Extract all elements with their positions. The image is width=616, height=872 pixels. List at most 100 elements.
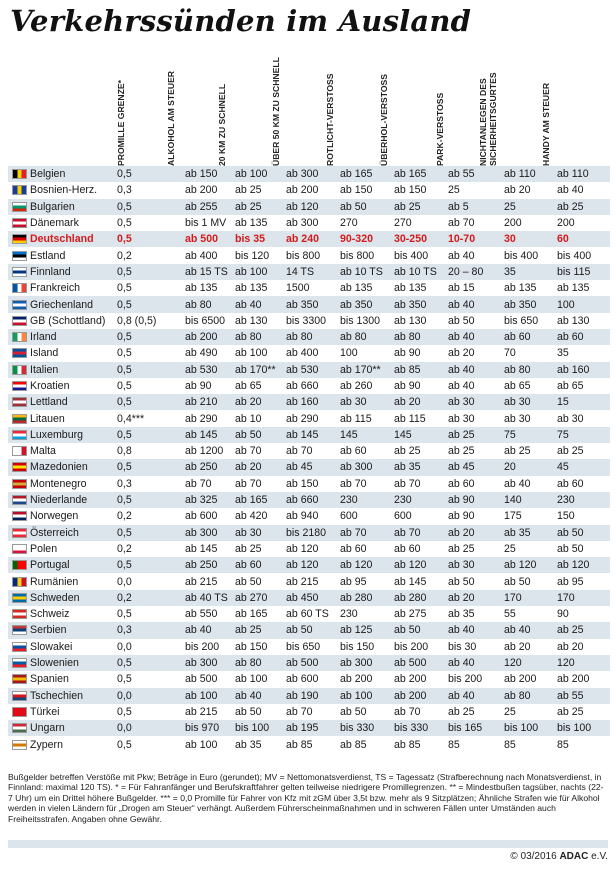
fine-value: ab 60: [504, 328, 557, 346]
fine-value: ab 20: [557, 640, 584, 653]
fine-value: ab 110: [557, 166, 610, 183]
country-name: Polen: [30, 542, 58, 555]
fine-value: 230: [394, 491, 448, 509]
country-name: Spanien: [30, 673, 69, 686]
flag-icon: [12, 674, 27, 685]
flag-icon: [12, 446, 27, 457]
fine-value: ab 500: [185, 231, 235, 248]
fine-value: ab 115: [340, 412, 372, 425]
flag-icon: [12, 332, 27, 343]
fine-value: ab 50: [235, 575, 262, 588]
flag-icon: [12, 576, 27, 587]
fine-value: ab 250: [185, 459, 235, 476]
flag-icon: [12, 234, 27, 245]
fine-value: ab 30: [557, 412, 584, 425]
fine-value: 90: [557, 608, 569, 621]
fine-value: ab 135: [394, 282, 427, 295]
fine-value: ab 530: [185, 361, 235, 378]
fine-value: ab 50: [504, 575, 531, 588]
country-name: Frankreich: [30, 282, 81, 295]
fine-value: ab 215: [185, 575, 218, 588]
table-row: Belgien 0,5 ab 150 ab 100 ab 300 ab 165 ab 165…: [8, 166, 610, 183]
table-row: Serbien 0,3 ab 40 ab 25 ab 50 ab 125 ab 50 ab 4…: [8, 622, 610, 639]
flag-icon: [12, 413, 27, 424]
fine-value: ab 70: [286, 705, 313, 718]
fine-value: 0,5: [117, 608, 132, 621]
table-row: Schweden 0,2 ab 40 TS ab 270 ab 450 ab 280 ab …: [8, 589, 610, 607]
fine-value: 270: [394, 217, 412, 230]
table-row: Estland 0,2 ab 400 bis 120 bis 800 bis 800 bis…: [8, 247, 610, 263]
fine-value: 0,0: [117, 687, 185, 704]
fine-value: ab 150: [235, 640, 268, 653]
fine-value: ab 125: [340, 622, 394, 639]
fine-value: ab 50: [286, 622, 340, 639]
country-name: Schweiz: [30, 608, 70, 621]
footnote: Bußgelder betreffen Verstöße mit Pkw; Be…: [8, 772, 604, 824]
fine-value: 0,8: [117, 445, 132, 458]
fine-value: ab 115: [394, 412, 426, 425]
fine-value: 60: [557, 231, 610, 248]
fine-value: 25: [448, 184, 460, 197]
fine-value: ab 90: [394, 347, 421, 360]
country-name: Malta: [30, 445, 56, 458]
flag-icon: [12, 218, 27, 229]
fine-value: 0,5: [117, 361, 185, 378]
fine-value: ab 40: [185, 622, 235, 639]
fine-value: ab 200: [185, 184, 218, 197]
fine-value: ab 40: [235, 296, 286, 313]
fine-value: ab 190: [286, 687, 340, 704]
fine-value: ab 50: [394, 622, 448, 639]
country-name: Slowakei: [30, 640, 73, 653]
flag-icon: [12, 495, 27, 506]
flag-icon: [12, 250, 27, 261]
fine-value: bis 800: [340, 249, 375, 262]
fine-value: ab 25: [235, 622, 286, 639]
flag-icon: [12, 348, 27, 359]
country-name: Rumänien: [30, 575, 79, 588]
fine-value: 25: [504, 542, 516, 555]
flag-icon: [12, 609, 27, 620]
fine-value: bis 100: [235, 720, 286, 737]
fine-value: ab 40: [448, 622, 504, 639]
fine-value: 230: [340, 608, 358, 621]
fine-value: ab 80: [504, 361, 557, 378]
country-name: Griechenland: [30, 296, 117, 313]
fine-value: 230: [557, 491, 610, 509]
table-row: Kroatien 0,5 ab 90 ab 65 ab 660 ab 260 ab 90 ab…: [8, 378, 610, 394]
fine-value: ab 70: [286, 445, 313, 458]
fine-value: ab 300: [185, 654, 235, 672]
fine-value: ab 20: [504, 184, 531, 197]
column-header: Park-verstoß: [435, 92, 445, 166]
fine-value: 170: [504, 589, 557, 607]
fine-value: ab 40: [448, 361, 504, 378]
fine-value: bis 2180: [286, 524, 340, 541]
fine-value: ab 10 TS: [340, 263, 394, 281]
fine-value: bis 100: [557, 720, 610, 737]
fine-value: bis 400: [394, 249, 429, 262]
fine-value: 25: [504, 198, 557, 215]
fine-value: ab 300: [340, 654, 394, 672]
fine-value: ab 95: [557, 575, 584, 588]
fine-value: 85: [448, 738, 460, 751]
fine-value: 145: [340, 426, 394, 444]
fine-value: ab 50: [448, 314, 475, 327]
fine-value: 0,2: [117, 249, 132, 262]
fine-value: ab 350: [394, 296, 448, 313]
fine-value: 25: [504, 705, 516, 718]
fine-value: bis 650: [504, 314, 539, 327]
fine-value: ab 300: [185, 524, 235, 541]
fine-value: ab 20: [235, 459, 286, 476]
fine-value: ab 55: [448, 166, 504, 183]
fine-value: ab 70: [235, 445, 262, 458]
fine-value: ab 85: [286, 738, 313, 751]
flag-icon: [12, 283, 27, 294]
fine-value: ab 120: [286, 557, 340, 574]
country-name: Mazedonien: [30, 459, 117, 476]
table-row: Litauen 0,4*** ab 290 ab 10 ab 290 ab 115 ab 1…: [8, 410, 610, 426]
footer-bar: [8, 840, 608, 848]
fine-value: ab 165: [235, 491, 286, 509]
fine-value: 600: [394, 510, 412, 523]
fine-value: ab 280: [394, 589, 448, 607]
fine-value: bis 1300: [340, 314, 381, 327]
fine-value: ab 490: [185, 347, 218, 360]
